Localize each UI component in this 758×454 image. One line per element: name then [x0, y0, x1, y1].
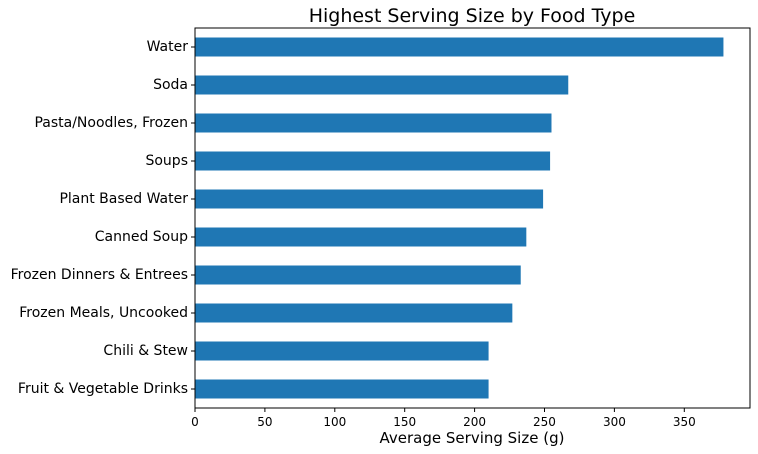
bar-frozen-dinners-entrees — [195, 265, 521, 285]
category-label-chili-stew: Chili & Stew — [103, 343, 188, 359]
x-tick-label: 100 — [323, 415, 346, 429]
x-tick-label: 150 — [393, 415, 416, 429]
x-tick-label: 300 — [603, 415, 626, 429]
plot-frame — [194, 27, 751, 409]
bar-water — [195, 37, 724, 57]
bar-chili-stew — [195, 341, 489, 361]
bar-soda — [195, 75, 569, 95]
x-tick-label: 0 — [191, 415, 199, 429]
category-label-frozen-dinners-entrees: Frozen Dinners & Entrees — [11, 267, 188, 283]
category-label-fruit-vegetable-drinks: Fruit & Vegetable Drinks — [18, 381, 188, 397]
bar-canned-soup — [195, 227, 527, 247]
bar-fruit-vegetable-drinks — [195, 379, 489, 399]
category-label-soda: Soda — [153, 77, 188, 93]
bar-plant-based-water — [195, 189, 544, 209]
bar-frozen-meals-uncooked — [195, 303, 513, 323]
bar-pasta-noodles-frozen — [195, 113, 552, 133]
x-tick-label: 250 — [533, 415, 556, 429]
category-label-soups: Soups — [145, 153, 188, 169]
category-label-plant-based-water: Plant Based Water — [59, 191, 188, 207]
x-tick-label: 50 — [257, 415, 272, 429]
category-label-canned-soup: Canned Soup — [95, 229, 188, 245]
category-label-water: Water — [147, 39, 189, 55]
x-axis-ticks: 0 50 100 150 200 250 300 350 — [191, 408, 696, 429]
x-axis-label: Average Serving Size (g) — [380, 429, 565, 447]
chart-title: Highest Serving Size by Food Type — [309, 5, 636, 27]
bar-soups — [195, 151, 551, 171]
x-tick-label: 350 — [673, 415, 696, 429]
bar-group — [195, 37, 724, 399]
category-label-pasta-noodles-frozen: Pasta/Noodles, Frozen — [34, 115, 188, 131]
category-label-frozen-meals-uncooked: Frozen Meals, Uncooked — [19, 305, 188, 321]
x-tick-label: 200 — [463, 415, 486, 429]
category-labels: Water Soda Pasta/Noodles, Frozen Soups Plant… — [11, 39, 195, 397]
